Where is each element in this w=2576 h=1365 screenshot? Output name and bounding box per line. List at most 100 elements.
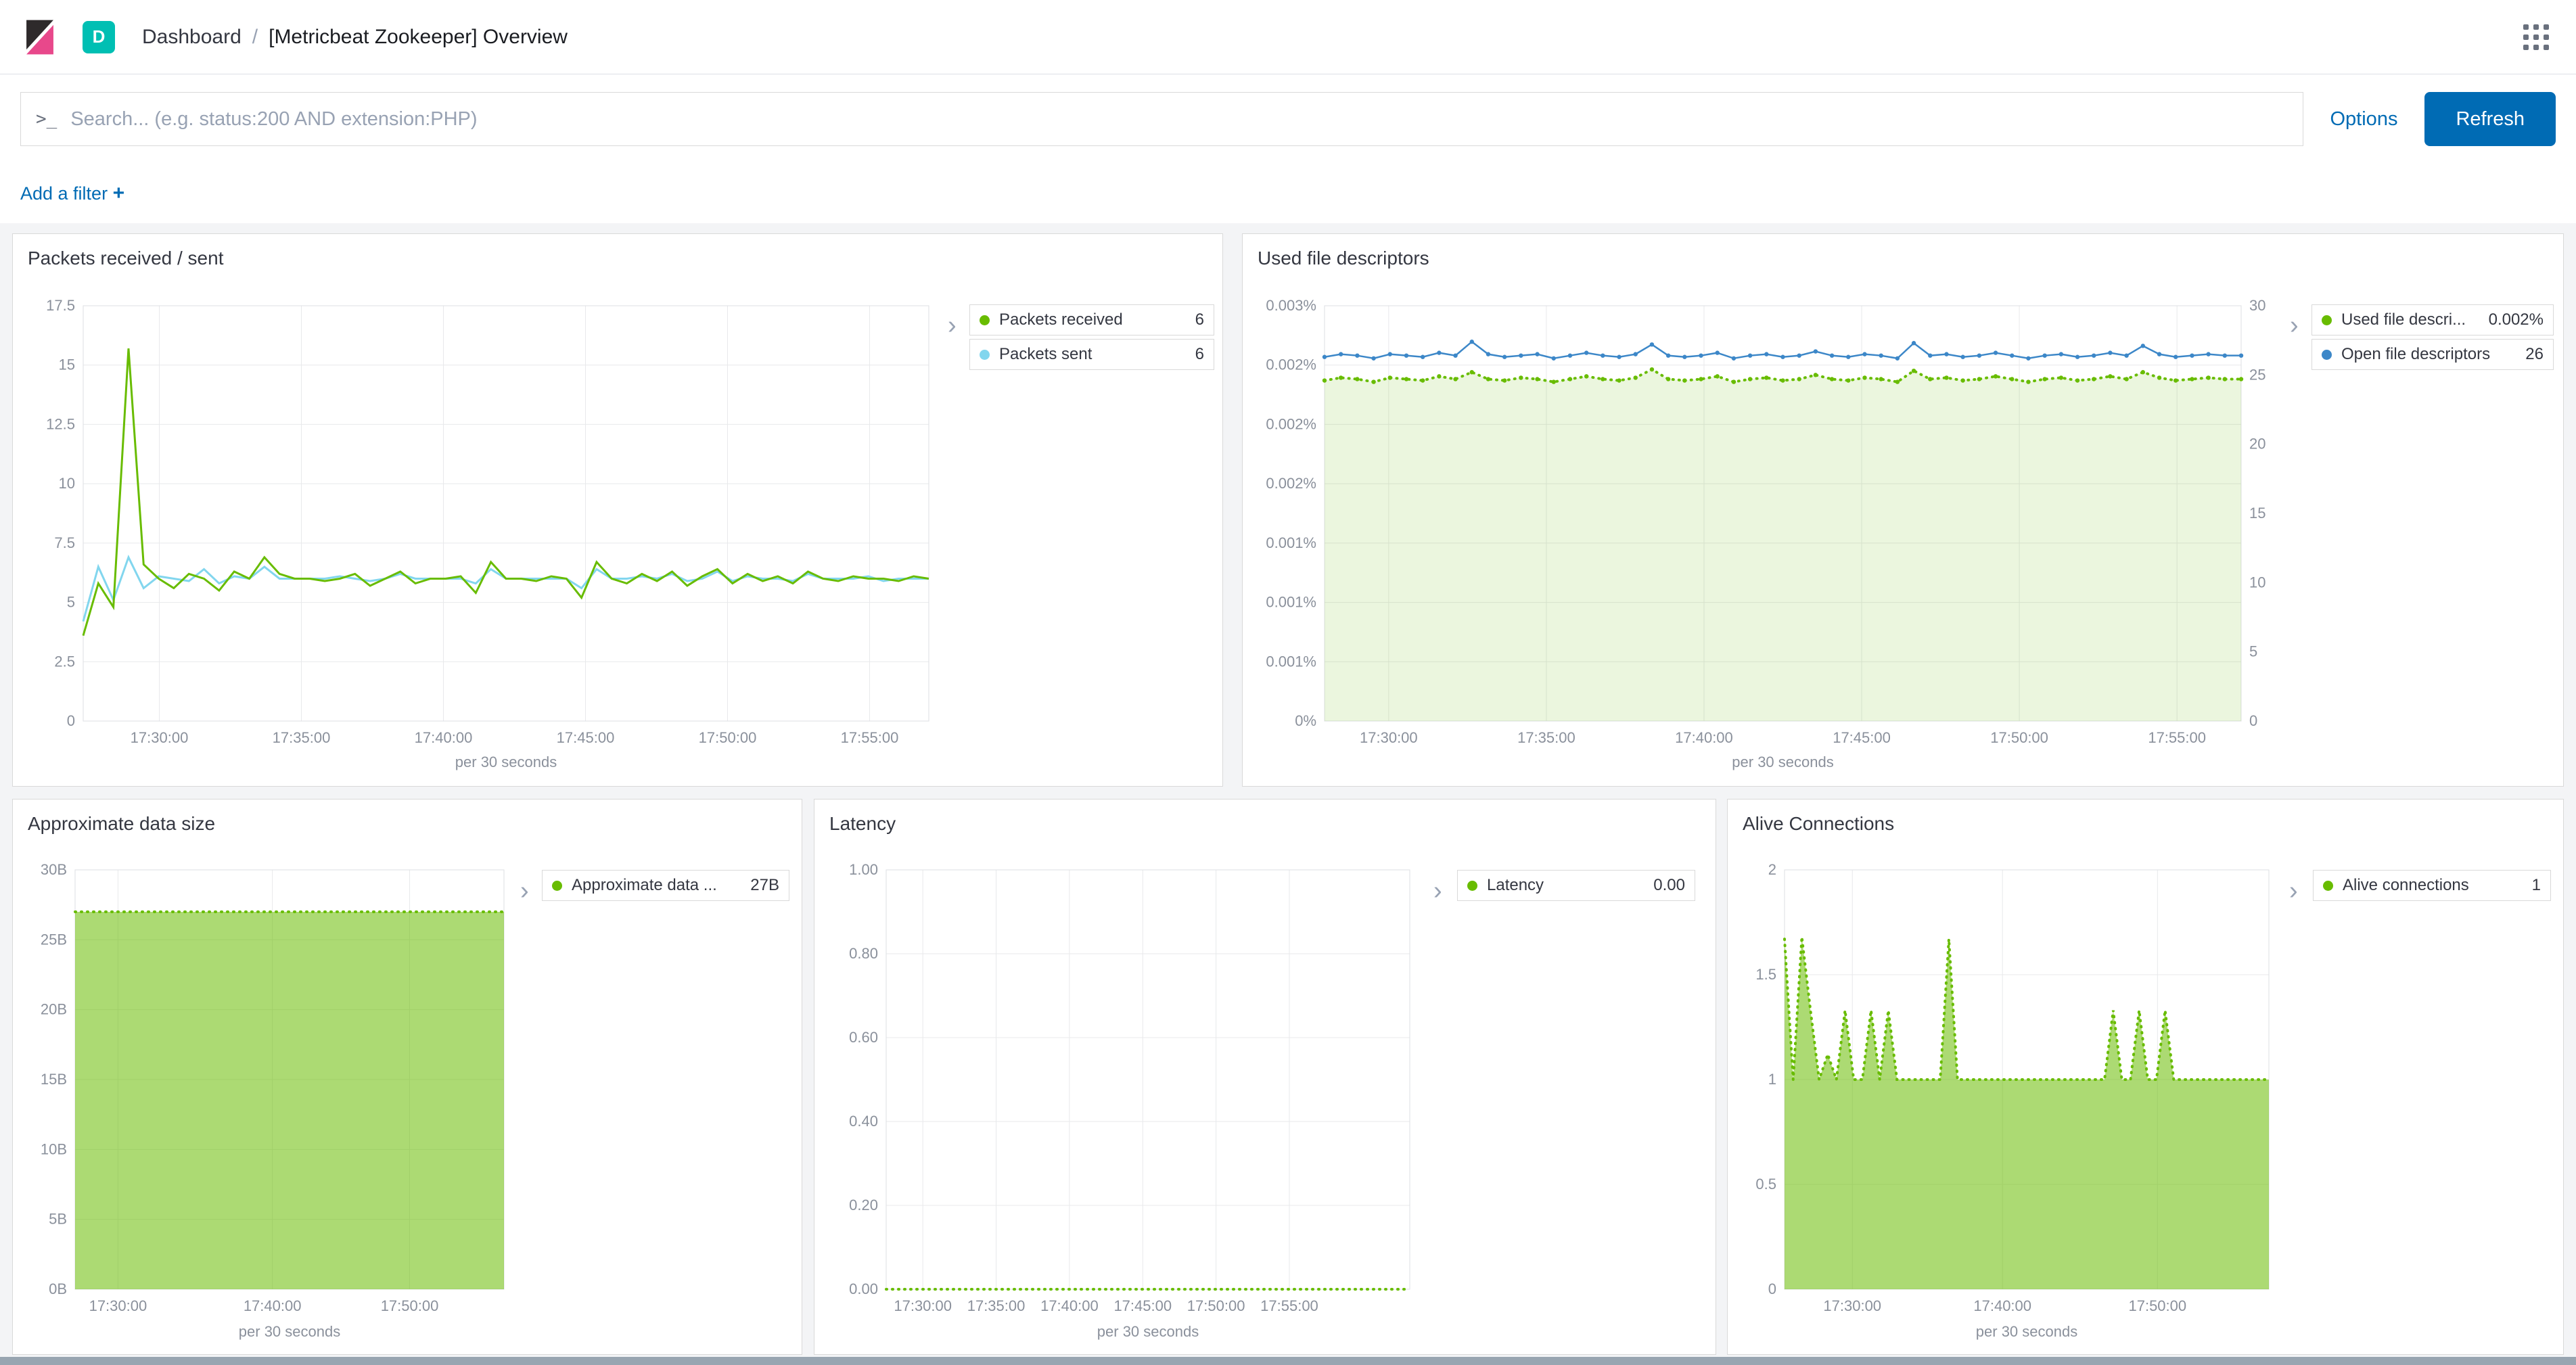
data-size-chart[interactable]: 0B 5B 10B 15B 20B 25B 30B 17:30:00 17:40:00 17:50… bbox=[22, 861, 512, 1343]
svg-text:per 30 seconds: per 30 seconds bbox=[239, 1323, 340, 1340]
series-dot bbox=[980, 315, 990, 325]
svg-text:17:40:00: 17:40:00 bbox=[1675, 729, 1733, 746]
space-badge[interactable]: D bbox=[83, 20, 115, 53]
svg-text:17:30:00: 17:30:00 bbox=[89, 1297, 147, 1314]
svg-text:17:45:00: 17:45:00 bbox=[557, 729, 615, 746]
svg-text:17:45:00: 17:45:00 bbox=[1833, 729, 1891, 746]
series-dot bbox=[2323, 880, 2333, 891]
legend-toggle-icon[interactable]: › bbox=[1433, 877, 1442, 905]
panel-packets-received-sent: Packets received / sent 0 2.5 5 7.5 10 12.5 15… bbox=[12, 233, 1223, 787]
series-dot bbox=[2322, 349, 2332, 360]
svg-text:0B: 0B bbox=[49, 1280, 67, 1297]
series-dot bbox=[980, 349, 990, 360]
legend-item[interactable]: Used file descri... 0.002% bbox=[2312, 304, 2554, 336]
svg-text:1: 1 bbox=[1768, 1071, 1776, 1088]
svg-text:17:40:00: 17:40:00 bbox=[1973, 1297, 2031, 1314]
bottom-edge-bar bbox=[0, 1357, 2576, 1365]
svg-text:0.001%: 0.001% bbox=[1266, 653, 1316, 670]
svg-text:10: 10 bbox=[59, 475, 75, 492]
svg-text:17:30:00: 17:30:00 bbox=[1823, 1297, 1881, 1314]
svg-text:30B: 30B bbox=[41, 862, 67, 878]
svg-text:17:55:00: 17:55:00 bbox=[841, 729, 899, 746]
svg-text:2.5: 2.5 bbox=[54, 653, 75, 670]
plus-icon: + bbox=[112, 182, 125, 204]
svg-text:15: 15 bbox=[59, 356, 75, 373]
breadcrumb-dashboard[interactable]: Dashboard bbox=[142, 25, 242, 48]
latency-chart[interactable]: 0.00 0.20 0.40 0.60 0.80 1.00 17:30:00 17:35:00… bbox=[824, 861, 1419, 1343]
apps-grid-icon bbox=[2523, 24, 2549, 50]
svg-text:0.001%: 0.001% bbox=[1266, 534, 1316, 551]
legend-item[interactable]: Open file descriptors 26 bbox=[2312, 339, 2554, 370]
packets-chart[interactable]: 0 2.5 5 7.5 10 12.5 15 17.5 17:30:00 17:35:00 17:4… bbox=[24, 296, 938, 774]
series-dot bbox=[2322, 315, 2332, 325]
search-input[interactable] bbox=[70, 93, 2303, 145]
panel-title: Used file descriptors bbox=[1258, 248, 1429, 269]
legend-toggle-icon[interactable]: › bbox=[2289, 877, 2298, 905]
svg-text:0.002%: 0.002% bbox=[1266, 356, 1316, 373]
panel-title: Approximate data size bbox=[28, 813, 216, 834]
dashboard-grid: Packets received / sent 0 2.5 5 7.5 10 12.5 15… bbox=[0, 223, 2576, 1357]
series-dot bbox=[552, 880, 562, 891]
svg-text:17:55:00: 17:55:00 bbox=[1260, 1297, 1318, 1314]
svg-text:0.002%: 0.002% bbox=[1266, 415, 1316, 432]
file-descriptors-chart[interactable]: 0% 0.001% 0.001% 0.001% 0.002% 0.002% 0.002% 0.… bbox=[1254, 296, 2282, 774]
options-link[interactable]: Options bbox=[2330, 108, 2398, 130]
svg-text:17:30:00: 17:30:00 bbox=[894, 1297, 952, 1314]
svg-text:0.00: 0.00 bbox=[849, 1280, 878, 1297]
legend-item[interactable]: Latency 0.00 bbox=[1457, 870, 1695, 901]
svg-text:17:30:00: 17:30:00 bbox=[131, 729, 189, 746]
svg-text:per 30 seconds: per 30 seconds bbox=[455, 754, 557, 770]
chart-legend: Used file descri... 0.002% Open file des… bbox=[2312, 304, 2554, 373]
svg-text:10: 10 bbox=[2249, 574, 2266, 591]
svg-text:0: 0 bbox=[67, 712, 75, 729]
refresh-button[interactable]: Refresh bbox=[2424, 92, 2556, 146]
svg-text:1.00: 1.00 bbox=[849, 862, 878, 878]
legend-item[interactable]: Alive connections 1 bbox=[2313, 870, 2551, 901]
alive-connections-chart[interactable]: 0 0.5 1 1.5 2 17:30:00 17:40:00 17:50:00 per 30 … bbox=[1737, 861, 2278, 1343]
svg-text:30: 30 bbox=[2249, 297, 2266, 314]
panel-alive-connections: Alive Connections 0 0.5 1 1.5 2 17:30:00 17:40… bbox=[1727, 799, 2564, 1355]
legend-toggle-icon[interactable]: › bbox=[520, 877, 529, 905]
svg-text:0.80: 0.80 bbox=[849, 945, 878, 962]
svg-text:0.60: 0.60 bbox=[849, 1029, 878, 1046]
svg-text:7.5: 7.5 bbox=[54, 534, 75, 551]
svg-text:17:50:00: 17:50:00 bbox=[2128, 1297, 2186, 1314]
svg-text:17:45:00: 17:45:00 bbox=[1113, 1297, 1172, 1314]
svg-text:20: 20 bbox=[2249, 436, 2266, 453]
add-filter-link[interactable]: Add a filter + bbox=[20, 182, 124, 205]
svg-text:15: 15 bbox=[2249, 505, 2266, 522]
legend-item[interactable]: Approximate data ... 27B bbox=[542, 870, 789, 901]
svg-text:1.5: 1.5 bbox=[1755, 966, 1776, 983]
svg-text:17:50:00: 17:50:00 bbox=[381, 1297, 439, 1314]
svg-text:0: 0 bbox=[2249, 712, 2257, 729]
kibana-logo[interactable] bbox=[20, 18, 60, 57]
svg-text:10B: 10B bbox=[41, 1140, 67, 1157]
svg-text:2: 2 bbox=[1768, 862, 1776, 878]
panel-title: Latency bbox=[829, 813, 896, 834]
svg-text:5B: 5B bbox=[49, 1211, 67, 1228]
svg-text:15B: 15B bbox=[41, 1071, 67, 1088]
svg-text:17.5: 17.5 bbox=[46, 297, 75, 314]
svg-text:per 30 seconds: per 30 seconds bbox=[1732, 754, 1833, 770]
chart-legend: Alive connections 1 bbox=[2313, 870, 2551, 904]
svg-text:17:35:00: 17:35:00 bbox=[1517, 729, 1576, 746]
console-prompt-icon: >_ bbox=[36, 109, 58, 129]
legend-toggle-icon[interactable]: › bbox=[2290, 311, 2299, 340]
filter-bar: Add a filter + bbox=[0, 164, 2576, 223]
apps-menu-button[interactable] bbox=[2516, 18, 2556, 57]
breadcrumb: Dashboard / [Metricbeat Zookeeper] Overv… bbox=[142, 26, 568, 49]
svg-text:0: 0 bbox=[1768, 1280, 1776, 1297]
svg-text:0.20: 0.20 bbox=[849, 1197, 878, 1213]
legend-item[interactable]: Packets received 6 bbox=[969, 304, 1214, 336]
svg-text:25: 25 bbox=[2249, 366, 2266, 383]
kibana-logo-icon bbox=[26, 20, 53, 54]
series-dot bbox=[1467, 880, 1477, 891]
svg-text:12.5: 12.5 bbox=[46, 415, 75, 432]
svg-text:25B: 25B bbox=[41, 931, 67, 948]
panel-approximate-data-size: Approximate data size 0B 5B 10B 15B 20B 25B 30… bbox=[12, 799, 802, 1355]
panel-latency: Latency 0.00 0.20 0.40 0.60 0.80 1.00 17:30:00… bbox=[814, 799, 1716, 1355]
legend-toggle-icon[interactable]: › bbox=[948, 311, 957, 340]
svg-text:17:35:00: 17:35:00 bbox=[967, 1297, 1026, 1314]
svg-text:17:40:00: 17:40:00 bbox=[415, 729, 473, 746]
legend-item[interactable]: Packets sent 6 bbox=[969, 339, 1214, 370]
